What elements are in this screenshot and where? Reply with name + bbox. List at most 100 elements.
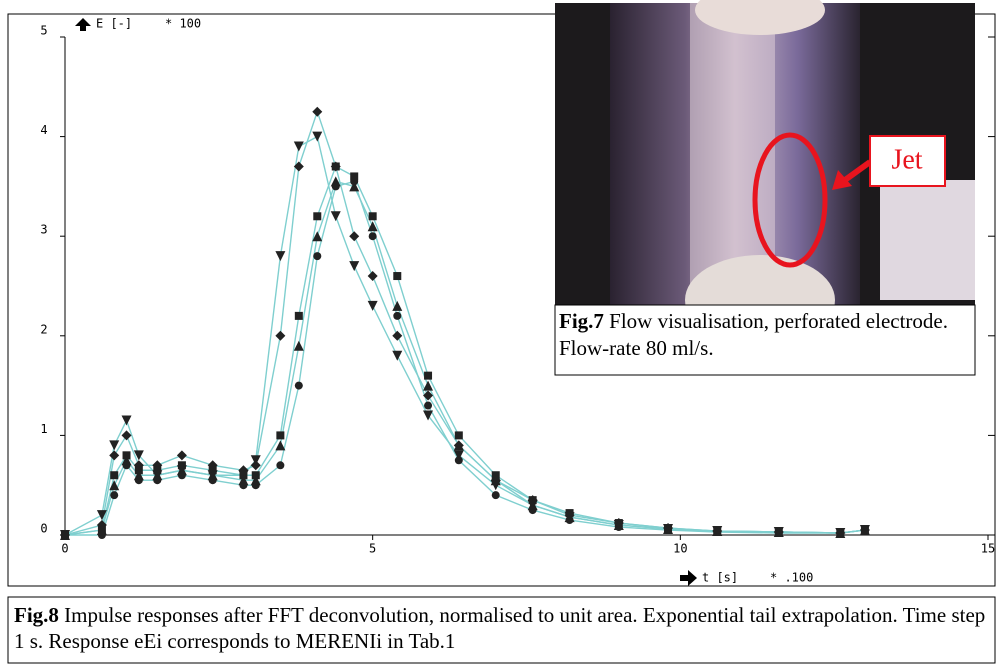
data-point xyxy=(239,481,248,490)
data-point xyxy=(294,381,303,390)
y-tick-label: 5 xyxy=(40,24,47,38)
data-point xyxy=(153,476,162,485)
data-point xyxy=(97,531,106,539)
data-point xyxy=(121,430,132,441)
inset-caption-text: Flow visualisation, perforated electrode… xyxy=(559,309,948,360)
data-point xyxy=(713,528,722,537)
y-tick-label: 0 xyxy=(40,522,47,536)
inset-caption-wrap: Fig.7 Flow visualisation, perforated ele… xyxy=(559,309,948,360)
x-axis-multiplier: * .100 xyxy=(770,571,813,585)
data-point xyxy=(276,431,285,440)
data-point xyxy=(424,371,433,380)
data-point xyxy=(453,440,464,451)
data-point xyxy=(96,510,107,521)
data-point xyxy=(392,350,403,361)
data-point xyxy=(528,506,537,515)
data-point xyxy=(133,450,144,461)
data-point xyxy=(349,181,360,192)
y-axis-multiplier: * 100 xyxy=(165,17,201,31)
y-tick-label: 4 xyxy=(40,123,47,137)
data-point xyxy=(836,529,845,538)
data-point xyxy=(350,172,359,181)
data-point xyxy=(392,300,403,311)
data-point xyxy=(491,491,500,500)
jet-arrowhead xyxy=(832,170,852,190)
data-point xyxy=(275,440,286,451)
data-point xyxy=(208,476,217,485)
data-point xyxy=(367,271,378,282)
x-tick-label: 0 xyxy=(61,542,68,556)
data-point xyxy=(176,450,187,461)
x-tick-label: 15 xyxy=(981,542,995,556)
data-point xyxy=(614,523,623,532)
data-point xyxy=(367,221,378,232)
jet-ellipse xyxy=(752,132,828,268)
caption-label: Fig.8 xyxy=(14,603,59,627)
data-point xyxy=(392,330,403,341)
photo-side xyxy=(880,180,975,300)
data-point xyxy=(293,141,304,152)
data-point xyxy=(349,261,360,272)
data-point xyxy=(423,380,434,391)
photo-electrode xyxy=(690,3,775,305)
caption-text: Impulse responses after FFT deconvolutio… xyxy=(14,603,986,653)
data-point xyxy=(275,251,286,262)
data-point xyxy=(424,401,433,410)
data-point xyxy=(368,212,377,221)
data-point xyxy=(313,212,322,221)
data-point xyxy=(330,211,341,222)
data-point xyxy=(423,390,434,401)
data-point xyxy=(393,311,402,320)
data-point xyxy=(122,461,131,470)
caption-box xyxy=(7,596,996,664)
x-tick-label: 10 xyxy=(673,542,687,556)
data-point xyxy=(121,415,132,426)
y-tick-label: 2 xyxy=(40,322,47,336)
data-point xyxy=(454,431,463,440)
data-point xyxy=(423,410,434,421)
data-point xyxy=(275,330,286,341)
caption-wrap: Fig.8 Impulse responses after FFT deconv… xyxy=(14,602,989,654)
x-axis-label: t [s] xyxy=(702,571,738,585)
plot-area: 0 1 2 3 4 5 0 5 10 15 xyxy=(40,24,995,556)
data-point xyxy=(294,311,303,320)
data-point xyxy=(110,491,119,500)
data-point xyxy=(453,450,464,461)
data-point xyxy=(860,526,869,535)
data-point xyxy=(109,440,120,451)
series-line xyxy=(64,165,866,536)
y-axis-label: E [-] xyxy=(96,17,132,31)
data-point xyxy=(110,471,119,480)
y-tick-label: 1 xyxy=(40,422,47,436)
data-point xyxy=(250,455,261,466)
data-point xyxy=(774,529,783,538)
data-point xyxy=(331,162,340,171)
data-point xyxy=(350,177,359,186)
photo-holder-top xyxy=(695,0,825,35)
caption: Fig.8 Impulse responses after FFT deconv… xyxy=(14,602,989,654)
inset-caption-box xyxy=(554,304,976,376)
jet-arrow xyxy=(843,159,872,183)
inset-photo: Jet Fig.7 Flow visualisation, perforated… xyxy=(554,0,976,376)
y-axis-arrow xyxy=(75,18,91,31)
data-point xyxy=(565,516,574,525)
data-point xyxy=(331,182,340,191)
data-point xyxy=(368,232,377,241)
jet-label: Jet xyxy=(891,144,922,175)
jet-label-box xyxy=(869,135,946,187)
data-point xyxy=(251,481,260,490)
data-point xyxy=(109,480,120,491)
data-point xyxy=(293,340,304,351)
data-point xyxy=(393,272,402,281)
data-point xyxy=(312,131,323,142)
data-point xyxy=(276,461,285,470)
x-axis-arrow xyxy=(680,570,697,586)
series-line xyxy=(65,180,866,536)
data-point xyxy=(367,300,378,311)
data-point xyxy=(177,471,186,480)
data-point xyxy=(134,476,143,485)
data-point xyxy=(312,106,323,117)
data-point xyxy=(664,526,673,535)
data-point xyxy=(454,456,463,465)
